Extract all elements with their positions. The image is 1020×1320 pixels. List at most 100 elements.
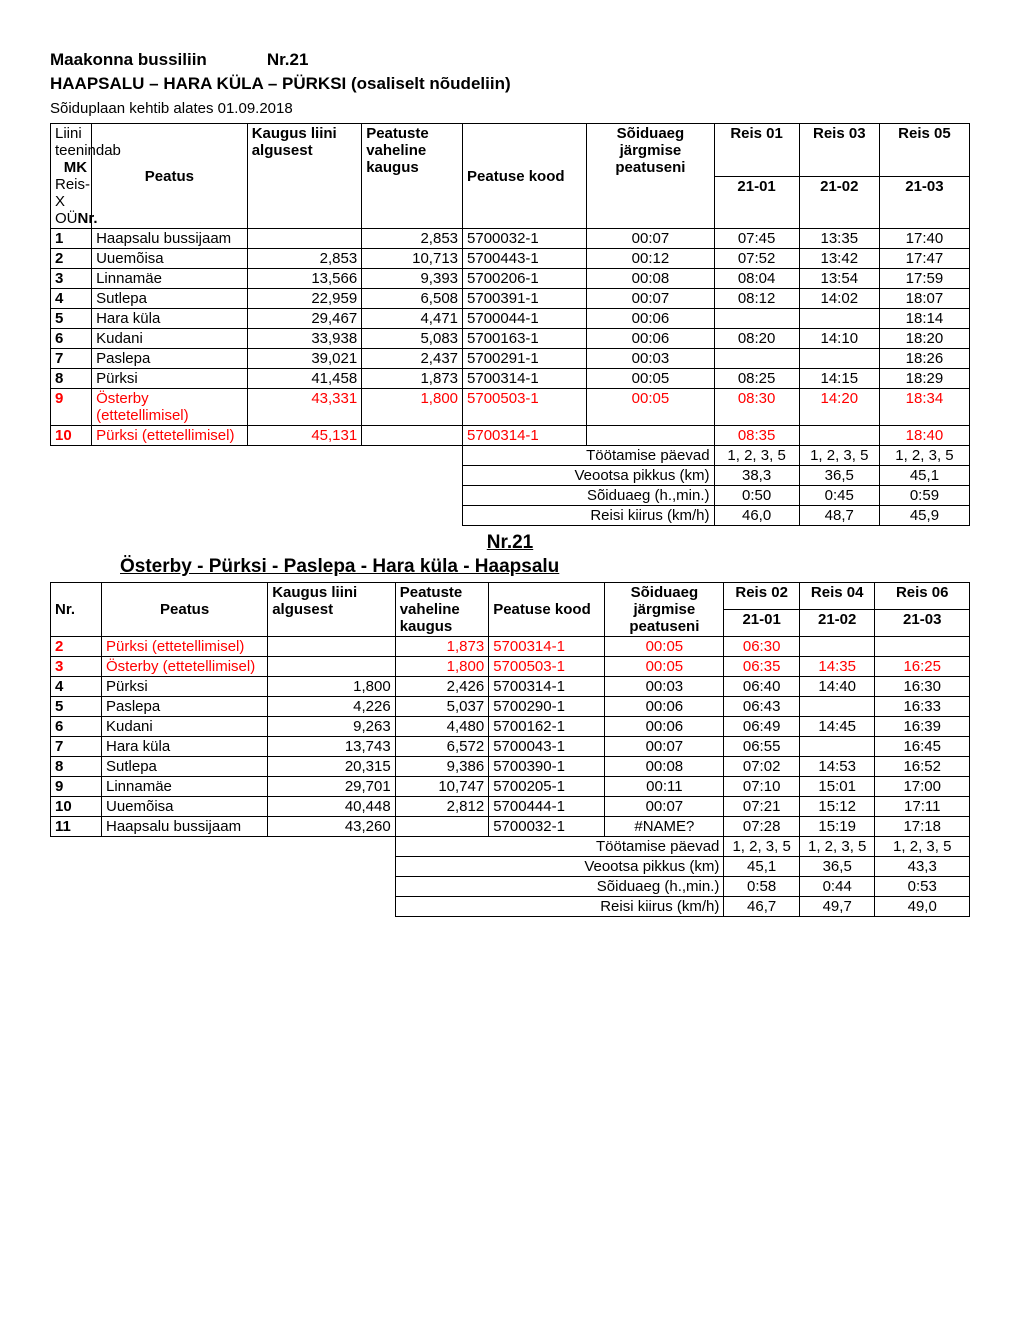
cell-stop: Linnamäe [92,269,248,289]
cell-trip-1: 07:21 [724,797,800,817]
cell-time: 00:06 [587,329,714,349]
col-trip-2b: 21-02 [799,176,879,229]
cell-trip-2: 14:15 [799,369,879,389]
summary-label-days: Töötamise päevad [395,837,724,857]
cell-code: 5700032-1 [489,817,605,837]
cell-trip-2: 14:35 [799,657,875,677]
cell-trip-2: 15:19 [799,817,875,837]
cell-dist-start: 33,938 [247,329,362,349]
cell-dist-between: 5,037 [395,697,488,717]
col-dist-from-start: Kaugus liini algusest [247,124,362,229]
cell-dist-start: 1,800 [268,677,396,697]
cell-dist-between: 1,873 [395,637,488,657]
section-subtitle: Österby - Pürksi - Paslepa - Hara küla -… [120,556,970,578]
cell-nr: 4 [51,677,102,697]
cell-trip-2 [799,697,875,717]
cell-nr: 3 [51,657,102,677]
cell-dist-between: 6,572 [395,737,488,757]
summary-label-duration: Sõiduaeg (h.,min.) [463,486,715,506]
cell-trip-1: 08:30 [714,389,799,426]
cell-trip-2 [799,637,875,657]
cell-nr: 1 [51,229,92,249]
table-row: 6Kudani33,9385,0835700163-100:0608:2014:… [51,329,970,349]
table-row: 9Linnamäe29,70110,7475700205-100:1107:10… [51,777,970,797]
cell-stop: Österby (ettetellimisel) [92,389,248,426]
title-number: Nr.21 [267,50,309,69]
col-stop: Peatus [92,124,248,229]
cell-trip-1: 06:55 [724,737,800,757]
cell-trip-1: 06:40 [724,677,800,697]
schedule-table-1: Liini teenindabMKReis-XOÜNr. Peatus Kaug… [50,123,970,526]
cell-dist-between: 6,508 [362,289,463,309]
cell-dist-start: 29,701 [268,777,396,797]
cell-time: 00:05 [605,657,724,677]
cell-code: 5700503-1 [463,389,587,426]
cell-dist-between: 4,471 [362,309,463,329]
col-stop: Peatus [102,583,268,637]
cell-nr: 9 [51,389,92,426]
cell-stop: Haapsalu bussijaam [102,817,268,837]
cell-trip-3: 16:45 [875,737,970,757]
summary-label-speed: Reisi kiirus (km/h) [463,506,715,526]
col-travel-time: Sõiduaeg järgmise peatuseni [587,124,714,229]
cell-code: 5700044-1 [463,309,587,329]
cell-code: 5700314-1 [489,637,605,657]
cell-stop: Sutlepa [102,757,268,777]
cell-nr: 7 [51,737,102,757]
cell-stop: Uuemõisa [92,249,248,269]
cell-code: 5700032-1 [463,229,587,249]
cell-code: 5700444-1 [489,797,605,817]
cell-time: 00:07 [605,797,724,817]
cell-dist-between: 2,853 [362,229,463,249]
table-row: 9Österby (ettetellimisel)43,3311,8005700… [51,389,970,426]
col-trip-2b: 21-02 [799,610,875,637]
table-row: 1Haapsalu bussijaam2,8535700032-100:0707… [51,229,970,249]
cell-dist-between: 10,713 [362,249,463,269]
cell-stop: Kudani [92,329,248,349]
summary-days-3: 1, 2, 3, 5 [879,446,969,466]
cell-stop: Hara küla [92,309,248,329]
cell-trip-1: 06:43 [724,697,800,717]
cell-code: 5700206-1 [463,269,587,289]
cell-trip-3: 18:14 [879,309,969,329]
cell-trip-3: 18:07 [879,289,969,309]
col-trip-1b: 21-01 [724,610,800,637]
cell-nr: 10 [51,797,102,817]
cell-trip-2: 15:12 [799,797,875,817]
cell-dist-start: 4,226 [268,697,396,717]
cell-stop: Haapsalu bussijaam [92,229,248,249]
doc-title-line2: HAAPSALU – HARA KÜLA – PÜRKSI (osaliselt… [50,74,970,94]
col-trip-1a: Reis 02 [724,583,800,610]
col-trip-3b: 21-03 [879,176,969,229]
cell-time: 00:08 [605,757,724,777]
cell-time: 00:05 [587,389,714,426]
cell-dist-between: 1,873 [362,369,463,389]
cell-dist-start [247,229,362,249]
cell-trip-2: 14:02 [799,289,879,309]
table-row: 6Kudani9,2634,4805700162-100:0606:4914:4… [51,717,970,737]
cell-nr: 3 [51,269,92,289]
summary-label-length: Veootsa pikkus (km) [463,466,715,486]
table-row: 5Hara küla29,4674,4715700044-100:0618:14 [51,309,970,329]
cell-time: 00:06 [605,697,724,717]
cell-trip-2 [799,309,879,329]
cell-trip-2: 14:20 [799,389,879,426]
cell-dist-between: 2,812 [395,797,488,817]
cell-trip-2: 14:10 [799,329,879,349]
cell-dist-between [362,426,463,446]
table-row: 2Uuemõisa2,85310,7135700443-100:1207:521… [51,249,970,269]
cell-dist-between: 2,437 [362,349,463,369]
table-row: 3Österby (ettetellimisel)1,8005700503-10… [51,657,970,677]
cell-nr: 6 [51,329,92,349]
col-stop-code: Peatuse kood [489,583,605,637]
cell-trip-1: 07:28 [724,817,800,837]
table-header-row: Liini teenindabMKReis-XOÜNr. Peatus Kaug… [51,124,970,177]
cell-trip-3: 16:30 [875,677,970,697]
cell-trip-3: 18:20 [879,329,969,349]
table-row: 7Hara küla13,7436,5725700043-100:0706:55… [51,737,970,757]
table-row: 4Pürksi1,8002,4265700314-100:0306:4014:4… [51,677,970,697]
cell-time: 00:12 [587,249,714,269]
cell-code: 5700391-1 [463,289,587,309]
cell-stop: Paslepa [92,349,248,369]
cell-code: 5700390-1 [489,757,605,777]
